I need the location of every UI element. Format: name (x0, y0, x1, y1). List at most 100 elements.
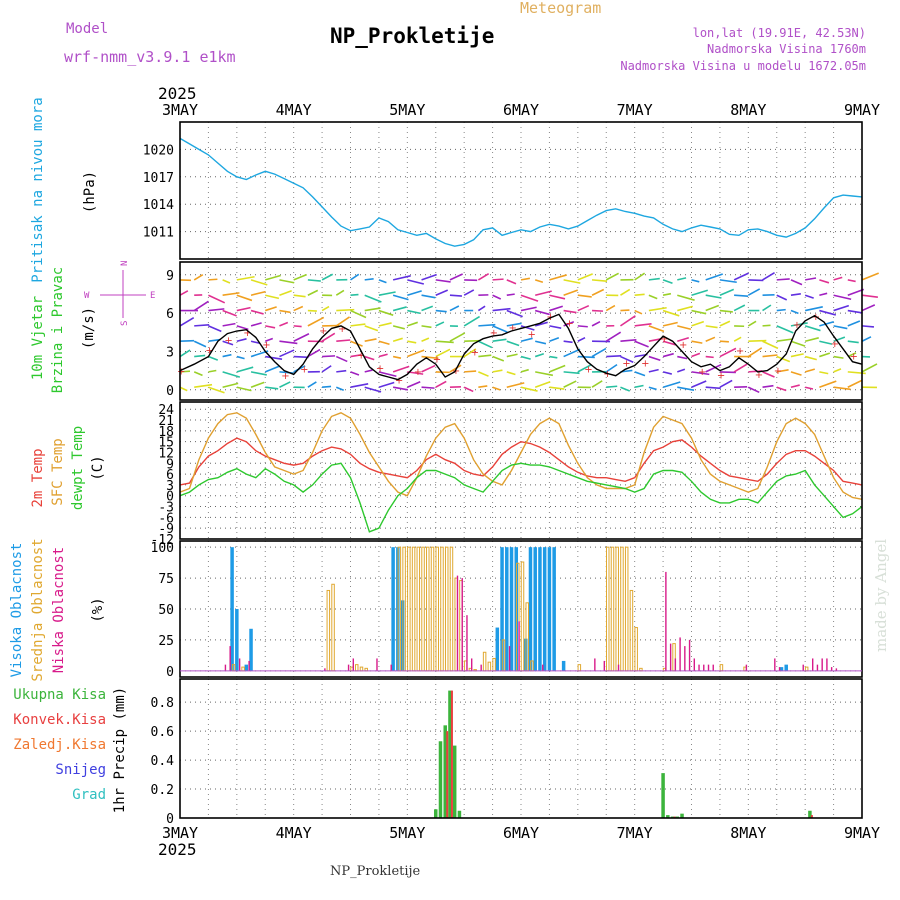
cloud-bar (391, 547, 395, 671)
wind-arrow (549, 305, 563, 312)
direction-marker: + (565, 319, 573, 330)
wind-arrow (194, 383, 213, 389)
cloud-bar (324, 668, 326, 671)
wind-arrow (279, 309, 291, 314)
wind-arrow (677, 355, 688, 360)
wind-arrow (833, 276, 843, 281)
wind-arrow (577, 336, 586, 342)
wind-arrow (208, 355, 219, 361)
wind-arrow (321, 273, 334, 281)
wind-arrow (790, 322, 808, 327)
wind-arrow (236, 366, 254, 373)
wind-arrow (605, 272, 619, 281)
wind-arrow (591, 347, 607, 358)
wind-arrow (407, 309, 421, 315)
precip-bar (443, 725, 447, 818)
wind-arrow (534, 353, 545, 358)
wind-arrow (648, 294, 658, 300)
wind-arrow (620, 288, 631, 296)
series-line-2m-temp (179, 437, 863, 486)
wind-arrow (492, 369, 503, 373)
tick-label: 6 (166, 307, 174, 322)
tick-label: 0.6 (151, 725, 174, 740)
wind-arrow (492, 278, 504, 281)
wind-arrow (605, 331, 622, 342)
direction-marker: + (736, 346, 744, 357)
wind-arrow (549, 386, 565, 390)
cloud-bar (703, 664, 705, 671)
cloud-bar-mid (359, 666, 364, 672)
time-label-top: 8MAY (730, 101, 766, 119)
wind-arrow (620, 355, 634, 363)
tick-label: 75 (158, 572, 174, 587)
direction-marker: + (698, 367, 706, 378)
wind-arrow (833, 294, 852, 301)
compass-east: E (150, 291, 155, 301)
wind-arrow (364, 338, 377, 343)
model-value: wrf-nmm_v3.9.1 e1km (64, 48, 236, 66)
direction-marker: + (471, 347, 479, 358)
wind-arrow (563, 321, 575, 327)
wind-arrow (847, 288, 865, 296)
direction-marker: + (660, 334, 668, 345)
wind-arrow (549, 325, 562, 329)
wind-arrow (463, 315, 481, 327)
cloud-bar-mid (624, 546, 629, 672)
wind-arrow (819, 340, 833, 345)
wind-arrow (634, 272, 646, 281)
wind-arrow (804, 386, 814, 390)
wind-arrow (435, 289, 449, 296)
wind-arrow (719, 347, 737, 358)
wind-compass: W E N S (84, 261, 155, 326)
wind-arrow (506, 322, 522, 327)
wind-arrow (520, 325, 535, 331)
wind-arrow (477, 273, 490, 281)
meteogram-label: Meteogram (520, 0, 601, 17)
tick-label: 24 (158, 403, 174, 418)
wind-arrow (577, 273, 593, 281)
series-line-pressure (179, 137, 863, 247)
wind-arrow (662, 292, 672, 297)
precip-bar (446, 731, 449, 818)
wind-arrow (279, 290, 292, 296)
wind-arrow (179, 370, 191, 373)
wind-arrow (563, 371, 580, 375)
wind-arrow (236, 306, 251, 312)
direction-marker: + (831, 339, 839, 350)
wind-arrow (236, 386, 252, 392)
wind-arrow (847, 279, 856, 283)
wind-arrow (236, 294, 253, 302)
coords-label: lon,lat (19.91E, 42.53N) (693, 26, 866, 40)
wind-arrow (350, 383, 369, 389)
cloud-bar (230, 547, 234, 671)
wind-arrow (307, 279, 321, 282)
wind-arrow (833, 325, 848, 330)
wind-arrow (265, 274, 281, 281)
wind-arrow (606, 385, 618, 389)
wind-arrow (208, 338, 221, 343)
direction-marker: + (622, 358, 630, 369)
wind-arrow (705, 294, 722, 299)
wind-arrow (421, 364, 436, 373)
wind-arrow (250, 371, 267, 376)
wind-arrow (236, 355, 245, 360)
wind-arrow (677, 305, 693, 312)
wind-arrow (677, 386, 695, 391)
wind-arrow (463, 348, 477, 358)
series-line-wind-speed (179, 313, 863, 381)
wind-arrow (662, 309, 680, 317)
wind-arrow (463, 386, 474, 393)
wind-arrow (506, 293, 515, 297)
wind-arrow (364, 386, 382, 393)
cloud-bar-mid (577, 664, 582, 672)
wind-arrow (506, 309, 523, 318)
wind-arrow (776, 386, 787, 392)
wind-arrow (478, 385, 488, 389)
wind-arrow (805, 277, 817, 281)
cloud-bar (235, 609, 239, 671)
cloud-bar-mid (449, 546, 454, 672)
cloud-bar (249, 628, 253, 671)
wind-arrow (478, 340, 493, 349)
direction-marker: + (527, 329, 535, 340)
cloud-bar-mid (331, 583, 335, 672)
